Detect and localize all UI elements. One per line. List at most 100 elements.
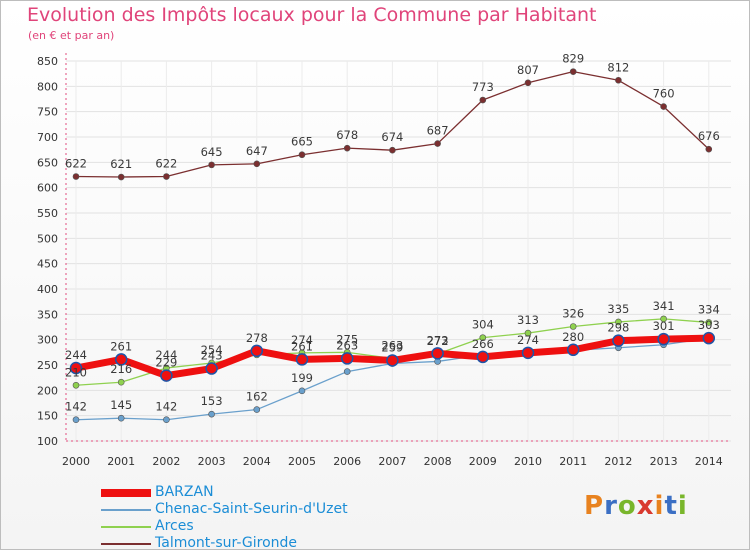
x-tick-label: 2009 xyxy=(469,455,497,468)
x-tick-label: 2010 xyxy=(514,455,542,468)
data-point-arces xyxy=(569,323,577,330)
legend-swatch xyxy=(101,509,151,511)
y-tick-label: 750 xyxy=(37,106,58,119)
data-point-arces xyxy=(72,381,80,389)
proxiti-logo: Proxiti xyxy=(584,491,688,521)
legend-swatch xyxy=(101,543,151,545)
data-label-talmont-sur-gironde: 645 xyxy=(201,145,223,159)
data-label-barzan: 261 xyxy=(110,339,132,353)
data-label-barzan: 274 xyxy=(517,333,539,347)
data-label-talmont-sur-gironde: 665 xyxy=(291,135,313,149)
data-point-talmont-sur-gironde xyxy=(389,146,396,154)
data-label-talmont-sur-gironde: 760 xyxy=(653,87,675,101)
data-point-barzan xyxy=(114,353,128,366)
legend-label: Talmont-sur-Gironde xyxy=(155,535,298,551)
data-point-barzan xyxy=(702,331,716,345)
data-label-talmont-sur-gironde: 622 xyxy=(65,157,87,171)
legend-label: Chenac-Saint-Seurin-d'Uzet xyxy=(155,501,348,517)
data-label-barzan: 278 xyxy=(246,331,268,345)
x-tick-label: 2014 xyxy=(695,455,723,468)
x-tick-label: 2004 xyxy=(243,455,271,468)
data-point-barzan xyxy=(295,353,309,366)
data-label-barzan: 261 xyxy=(291,339,313,353)
y-tick-label: 850 xyxy=(37,55,58,68)
data-point-arces xyxy=(660,315,667,323)
data-label-arces: 304 xyxy=(472,318,494,332)
data-label-talmont-sur-gironde: 678 xyxy=(336,128,358,142)
data-label-arces: 275 xyxy=(336,332,358,346)
chart-title: Evolution des Impôts locaux pour la Comm… xyxy=(27,4,597,26)
data-label-barzan: 301 xyxy=(653,319,675,333)
data-label-talmont-sur-gironde: 647 xyxy=(246,144,268,158)
data-point-chenac-saint-seurin-d-uzet xyxy=(298,387,306,395)
data-point-talmont-sur-gironde xyxy=(615,76,622,84)
data-point-arces xyxy=(117,378,125,386)
data-point-chenac-saint-seurin-d-uzet xyxy=(208,410,215,418)
data-label-talmont-sur-gironde: 812 xyxy=(607,60,629,74)
data-point-talmont-sur-gironde xyxy=(298,151,306,159)
y-tick-label: 600 xyxy=(37,182,58,195)
data-point-chenac-saint-seurin-d-uzet xyxy=(163,416,170,424)
y-tick-label: 350 xyxy=(37,308,58,321)
data-label-barzan: 273 xyxy=(427,333,449,347)
x-tick-label: 2001 xyxy=(107,455,135,468)
data-label-arces: 341 xyxy=(653,299,675,313)
chart-subtitle: (en € et par an) xyxy=(28,29,115,42)
data-point-barzan xyxy=(612,334,625,347)
data-point-talmont-sur-gironde xyxy=(163,173,170,180)
y-tick-label: 550 xyxy=(37,207,58,220)
y-tick-label: 250 xyxy=(37,359,58,372)
y-tick-label: 100 xyxy=(37,435,58,448)
data-label-arces: 335 xyxy=(607,302,629,316)
data-label-barzan: 298 xyxy=(607,321,629,335)
data-point-arces xyxy=(479,334,487,341)
data-point-barzan xyxy=(521,346,535,360)
data-label-arces: 254 xyxy=(201,343,223,357)
legend-label: BARZAN xyxy=(155,484,214,500)
data-point-talmont-sur-gironde xyxy=(72,173,80,180)
data-point-barzan xyxy=(386,354,399,367)
data-label-chenac-saint-seurin-d-uzet: 162 xyxy=(246,390,268,404)
data-label-barzan: 244 xyxy=(65,348,87,362)
data-point-barzan xyxy=(205,362,218,375)
data-label-arces: 313 xyxy=(517,313,539,327)
data-point-barzan xyxy=(160,369,173,382)
x-tick-label: 2000 xyxy=(62,455,90,468)
data-point-talmont-sur-gironde xyxy=(479,96,487,104)
data-label-arces: 272 xyxy=(427,334,449,348)
data-label-talmont-sur-gironde: 674 xyxy=(381,130,403,144)
data-point-barzan xyxy=(250,344,264,358)
data-point-chenac-saint-seurin-d-uzet xyxy=(72,416,80,424)
data-label-chenac-saint-seurin-d-uzet: 153 xyxy=(201,394,223,408)
data-point-talmont-sur-gironde xyxy=(660,103,667,110)
y-tick-label: 300 xyxy=(37,334,58,347)
legend-label: Arces xyxy=(155,518,194,534)
data-label-barzan: 229 xyxy=(155,356,177,370)
data-label-barzan: 259 xyxy=(381,340,403,354)
y-tick-label: 700 xyxy=(37,131,58,144)
data-label-arces: 210 xyxy=(65,365,87,379)
data-point-barzan xyxy=(566,343,580,357)
data-label-arces: 244 xyxy=(155,348,177,362)
data-label-talmont-sur-gironde: 676 xyxy=(698,129,720,143)
data-point-talmont-sur-gironde xyxy=(569,68,577,75)
data-label-talmont-sur-gironde: 773 xyxy=(472,80,494,94)
x-tick-label: 2007 xyxy=(378,455,406,468)
x-tick-label: 2005 xyxy=(288,455,316,468)
data-label-arces: 326 xyxy=(562,306,584,320)
data-point-arces xyxy=(524,329,532,337)
data-label-barzan: 243 xyxy=(201,349,223,363)
data-label-barzan: 266 xyxy=(472,337,494,351)
data-point-barzan xyxy=(476,350,490,364)
data-point-chenac-saint-seurin-d-uzet xyxy=(253,406,261,413)
data-point-arces xyxy=(615,318,622,326)
data-label-barzan: 303 xyxy=(698,318,720,332)
data-label-arces: 263 xyxy=(381,338,403,352)
data-point-talmont-sur-gironde xyxy=(434,140,441,147)
data-point-barzan xyxy=(657,332,670,346)
y-tick-label: 150 xyxy=(37,410,58,423)
data-point-arces xyxy=(705,319,713,326)
data-label-arces: 216 xyxy=(110,362,132,376)
data-point-chenac-saint-seurin-d-uzet xyxy=(117,414,125,422)
